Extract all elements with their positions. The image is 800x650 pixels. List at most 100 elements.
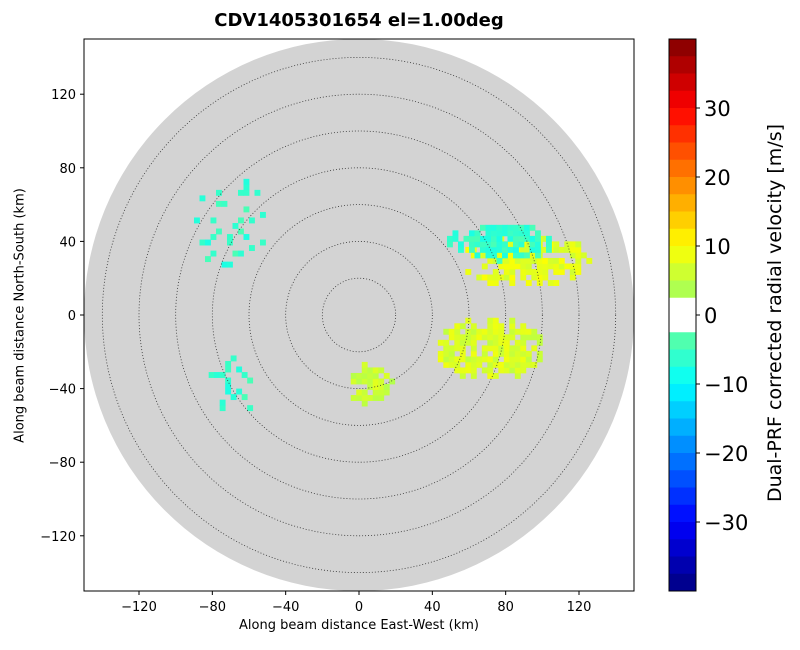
- echo-pixel: [492, 328, 499, 335]
- echo-pixel: [536, 280, 543, 286]
- echo-pixel: [496, 241, 503, 248]
- echo-pixel: [470, 356, 477, 363]
- echo-pixel: [481, 334, 488, 341]
- colorbar-segment: [669, 125, 696, 143]
- echo-pixel: [502, 230, 508, 237]
- echo-pixel: [498, 339, 505, 346]
- echo-pixel: [524, 235, 530, 242]
- colorbar-segment: [669, 453, 696, 471]
- echo-pixel: [491, 224, 497, 231]
- colorbar-ticks: 30 20 10 0 −10 −20 −30: [696, 97, 748, 535]
- echo-pixel: [514, 372, 521, 379]
- echo-pixel: [469, 235, 475, 242]
- echo-pixel: [575, 252, 582, 259]
- echo-pixel: [575, 246, 582, 253]
- echo-pixel: [525, 350, 532, 357]
- colorbar-segment: [669, 366, 696, 385]
- echo-pixel: [525, 269, 532, 275]
- echo-pixel: [470, 328, 477, 335]
- echo-pixel: [542, 274, 549, 281]
- colorbar-segment: [669, 73, 696, 92]
- echo-pixel: [503, 274, 510, 281]
- echo-pixel: [481, 252, 488, 259]
- echo-pixel: [531, 334, 538, 341]
- echo-pixel: [225, 361, 232, 367]
- echo-pixel: [542, 263, 549, 270]
- echo-pixel: [485, 241, 492, 248]
- echo-pixel: [470, 339, 477, 346]
- echo-pixel: [514, 339, 521, 346]
- echo-pixel: [243, 206, 250, 213]
- echo-pixel: [492, 323, 499, 330]
- colorbar-segment: [669, 56, 696, 74]
- echo-pixel: [524, 224, 530, 231]
- echo-pixel: [437, 356, 444, 363]
- echo-pixel: [531, 269, 538, 275]
- echo-pixel: [498, 323, 505, 330]
- echo-pixel: [448, 328, 455, 335]
- echo-pixel: [372, 395, 379, 401]
- echo-pixel: [448, 334, 455, 341]
- echo-pixel: [514, 356, 521, 363]
- echo-pixel: [509, 274, 516, 281]
- echo-pixel: [476, 361, 483, 368]
- echo-pixel: [531, 361, 538, 368]
- echo-pixel: [459, 372, 466, 379]
- echo-pixel: [564, 241, 571, 248]
- echo-pixel: [498, 367, 505, 374]
- echo-pixel: [465, 334, 472, 341]
- echo-pixel: [485, 224, 492, 231]
- echo-pixel: [481, 328, 488, 335]
- echo-pixel: [525, 328, 532, 335]
- echo-pixel: [509, 361, 516, 368]
- colorbar-segment: [669, 418, 696, 437]
- echo-pixel: [458, 241, 464, 248]
- echo-pixel: [480, 241, 486, 248]
- y-tick-label: 120: [51, 88, 76, 103]
- echo-pixel: [469, 246, 475, 253]
- echo-pixel: [383, 384, 390, 390]
- x-tick-label: 120: [567, 600, 592, 615]
- echo-pixel: [513, 235, 519, 242]
- echo-pixel: [227, 261, 233, 268]
- echo-pixel: [260, 211, 266, 218]
- echo-pixel: [507, 224, 514, 231]
- echo-pixel: [492, 345, 499, 352]
- echo-pixel: [520, 339, 527, 346]
- echo-pixel: [525, 257, 532, 264]
- echo-pixel: [454, 356, 461, 363]
- echo-pixel: [378, 395, 385, 401]
- echo-pixel: [216, 228, 222, 235]
- echo-pixel: [199, 195, 206, 202]
- echo-pixel: [443, 361, 450, 368]
- echo-pixel: [564, 263, 571, 270]
- echo-pixel: [524, 230, 530, 237]
- echo-pixel: [524, 252, 530, 259]
- echo-pixel: [492, 339, 499, 346]
- echo-pixel: [525, 334, 532, 341]
- echo-pixel: [498, 361, 505, 368]
- colorbar-segment: [669, 142, 696, 161]
- echo-pixel: [454, 328, 461, 335]
- echo-pixel: [529, 246, 536, 253]
- echo-pixel: [485, 252, 492, 259]
- echo-pixel: [536, 257, 543, 264]
- echo-pixel: [260, 239, 266, 246]
- echo-pixel: [447, 235, 453, 242]
- echo-pixel: [247, 405, 254, 412]
- echo-pixel: [372, 384, 379, 390]
- echo-region-northeast-approaching-band: [447, 224, 552, 264]
- echo-pixel: [448, 345, 455, 352]
- echo-pixel: [361, 378, 368, 385]
- echo-pixel: [219, 399, 226, 406]
- echo-pixel: [531, 328, 538, 335]
- echo-pixel: [463, 235, 470, 242]
- echo-pixel: [503, 345, 510, 352]
- colorbar-tick-label: 20: [704, 166, 731, 190]
- colorbar-tick-label: 0: [704, 304, 717, 328]
- echo-pixel: [249, 245, 255, 251]
- echo-pixel: [553, 241, 560, 248]
- echo-pixel: [372, 372, 379, 379]
- echo-pixel: [361, 361, 368, 368]
- echo-pixel: [513, 241, 519, 248]
